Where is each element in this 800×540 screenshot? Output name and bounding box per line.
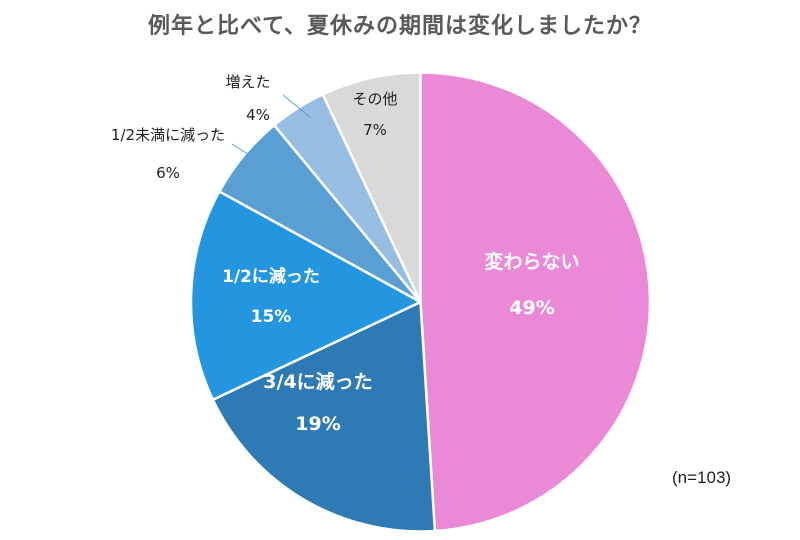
pie-slice-1 (419, 71, 652, 533)
slice-percentage: 7% (363, 121, 387, 139)
slice-label: 3/4に減った (263, 370, 372, 393)
slice-label: 増えた (225, 73, 270, 91)
chart-title: 例年と比べて、夏休みの期間は変化しましたか？ (147, 14, 653, 39)
pie-slice-2 (211, 300, 437, 533)
leader-line (282, 94, 312, 119)
pie-slice-6 (321, 71, 422, 304)
slice-label: 変わらない (484, 250, 579, 273)
leader-line (231, 143, 271, 169)
sample-size-note: (n=103) (672, 468, 732, 487)
pie-slice-3 (189, 190, 422, 401)
slice-percentage: 4% (246, 106, 270, 124)
slice-percentage: 49% (509, 297, 554, 319)
slice-label: 1/2に減った (222, 266, 320, 287)
slice-percentage: 19% (295, 413, 340, 435)
slice-label: その他 (352, 90, 397, 108)
slice-label: 1/2未満に減った (111, 126, 225, 144)
slice-percentage: 6% (156, 164, 180, 182)
slice-percentage: 15% (251, 307, 292, 327)
